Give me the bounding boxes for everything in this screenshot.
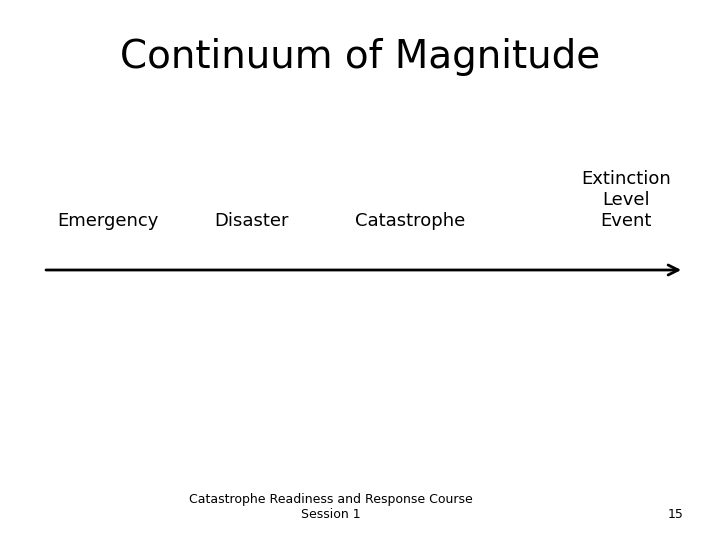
Text: Continuum of Magnitude: Continuum of Magnitude bbox=[120, 38, 600, 76]
Text: Emergency: Emergency bbox=[58, 212, 159, 230]
Text: Catastrophe: Catastrophe bbox=[355, 212, 466, 230]
Text: Extinction
Level
Event: Extinction Level Event bbox=[582, 170, 671, 230]
Text: 15: 15 bbox=[668, 508, 684, 521]
Text: Disaster: Disaster bbox=[215, 212, 289, 230]
Text: Catastrophe Readiness and Response Course
Session 1: Catastrophe Readiness and Response Cours… bbox=[189, 493, 473, 521]
